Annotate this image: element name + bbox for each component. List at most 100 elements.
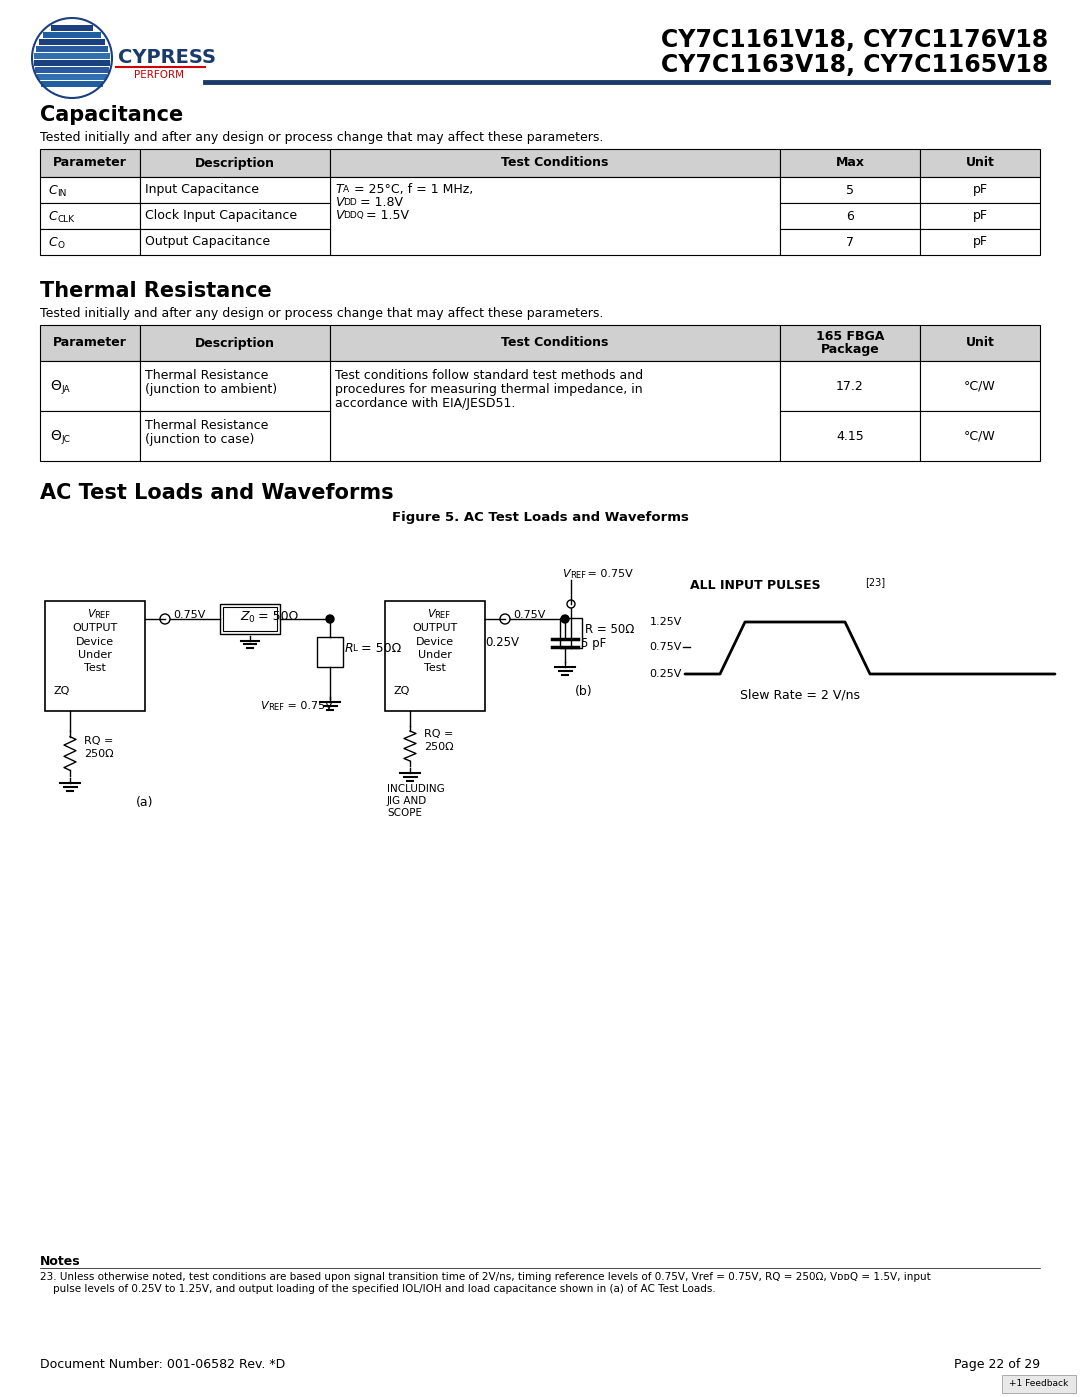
Text: = 0.75V: = 0.75V — [584, 569, 633, 578]
Text: Test: Test — [424, 664, 446, 673]
Bar — [780, 149, 920, 177]
Text: 250Ω: 250Ω — [424, 742, 454, 752]
Text: Under: Under — [78, 650, 112, 659]
Text: Capacitance: Capacitance — [40, 105, 184, 124]
Bar — [920, 360, 1040, 411]
Text: Page 22 of 29: Page 22 of 29 — [954, 1358, 1040, 1370]
Text: = 0.75V: = 0.75V — [284, 701, 333, 711]
Text: Max: Max — [836, 156, 864, 169]
Text: Notes: Notes — [40, 1255, 81, 1268]
Bar — [140, 229, 330, 256]
Text: = 50Ω: = 50Ω — [357, 643, 402, 655]
Text: V: V — [335, 210, 343, 222]
Text: 4.15: 4.15 — [836, 429, 864, 443]
Bar — [40, 177, 140, 203]
Bar — [220, 604, 280, 634]
Text: pF: pF — [972, 183, 987, 197]
Text: Parameter: Parameter — [53, 156, 127, 169]
Text: Test Conditions: Test Conditions — [501, 337, 609, 349]
Text: JC: JC — [60, 434, 70, 443]
Text: Description: Description — [195, 156, 275, 169]
Text: CYPRESS: CYPRESS — [118, 47, 216, 67]
Bar — [35, 53, 110, 59]
Text: T: T — [335, 183, 342, 196]
Text: V: V — [427, 609, 434, 619]
Text: accordance with EIA/JESD51.: accordance with EIA/JESD51. — [335, 397, 515, 409]
Text: L: L — [352, 644, 357, 652]
Text: Parameter: Parameter — [53, 337, 127, 349]
Bar — [43, 32, 100, 38]
Text: 5: 5 — [846, 183, 854, 197]
Text: 1.25V: 1.25V — [650, 617, 681, 627]
Text: CLK: CLK — [57, 215, 75, 224]
Text: = 25°C, f = 1 MHz,: = 25°C, f = 1 MHz, — [350, 183, 473, 196]
Bar — [330, 360, 780, 461]
Text: RQ =: RQ = — [84, 736, 113, 746]
Text: RQ =: RQ = — [424, 729, 454, 739]
Text: DDQ: DDQ — [343, 211, 364, 219]
Text: IN: IN — [57, 189, 66, 197]
Text: = 1.8V: = 1.8V — [356, 196, 403, 210]
Text: C: C — [48, 183, 57, 197]
Text: 0.25V: 0.25V — [485, 637, 519, 650]
Text: 0.75V: 0.75V — [173, 610, 205, 620]
Text: Device: Device — [76, 637, 114, 647]
Text: INCLUDING: INCLUDING — [387, 784, 445, 793]
Text: (junction to case): (junction to case) — [145, 433, 255, 446]
Bar — [140, 360, 330, 411]
Text: pF: pF — [972, 236, 987, 249]
Text: °C/W: °C/W — [964, 429, 996, 443]
Bar — [35, 67, 109, 73]
Text: AC Test Loads and Waveforms: AC Test Loads and Waveforms — [40, 483, 393, 503]
Circle shape — [561, 615, 569, 623]
Bar — [51, 25, 94, 31]
Bar — [140, 203, 330, 229]
Text: Thermal Resistance: Thermal Resistance — [40, 281, 272, 300]
Text: pulse levels of 0.25V to 1.25V, and output loading of the specified IOL/IOH and : pulse levels of 0.25V to 1.25V, and outp… — [40, 1284, 716, 1294]
Text: C: C — [48, 236, 57, 249]
Text: Package: Package — [821, 344, 879, 356]
Text: (a): (a) — [136, 796, 153, 809]
Bar — [920, 326, 1040, 360]
Text: O: O — [57, 240, 64, 250]
Bar — [35, 60, 110, 66]
Text: DD: DD — [343, 198, 356, 207]
Text: Unit: Unit — [966, 337, 995, 349]
Text: °C/W: °C/W — [964, 380, 996, 393]
Text: Tested initially and after any design or process change that may affect these pa: Tested initially and after any design or… — [40, 131, 604, 144]
Bar — [140, 326, 330, 360]
Text: 165 FBGA: 165 FBGA — [815, 330, 885, 342]
Bar — [330, 326, 780, 360]
Bar — [920, 229, 1040, 256]
Text: pF: pF — [972, 210, 987, 222]
Text: 6: 6 — [846, 210, 854, 222]
Bar — [39, 39, 106, 45]
Text: Unit: Unit — [966, 156, 995, 169]
Text: Document Number: 001-06582 Rev. *D: Document Number: 001-06582 Rev. *D — [40, 1358, 285, 1370]
Text: 250Ω: 250Ω — [84, 749, 113, 759]
Text: 17.2: 17.2 — [836, 380, 864, 393]
Bar — [140, 149, 330, 177]
Text: Test: Test — [84, 664, 106, 673]
Bar — [36, 46, 108, 52]
Text: A: A — [343, 184, 349, 194]
Text: [23]: [23] — [865, 577, 886, 587]
Text: JIG AND: JIG AND — [387, 796, 428, 806]
Bar — [40, 326, 140, 360]
Text: (junction to ambient): (junction to ambient) — [145, 383, 278, 395]
Bar — [780, 203, 920, 229]
Text: R = 50Ω: R = 50Ω — [585, 623, 634, 636]
Text: REF: REF — [434, 610, 450, 620]
Bar — [40, 360, 140, 411]
Text: Test Conditions: Test Conditions — [501, 156, 609, 169]
Circle shape — [326, 615, 334, 623]
Text: Figure 5. AC Test Loads and Waveforms: Figure 5. AC Test Loads and Waveforms — [392, 511, 688, 524]
Text: REF: REF — [268, 703, 284, 712]
Bar — [40, 411, 140, 461]
Text: 0.75V: 0.75V — [513, 610, 545, 620]
Text: = 1.5V: = 1.5V — [362, 210, 409, 222]
Bar — [780, 326, 920, 360]
Text: ZQ: ZQ — [53, 686, 69, 696]
Text: Clock Input Capacitance: Clock Input Capacitance — [145, 210, 297, 222]
Bar — [1002, 1375, 1076, 1393]
